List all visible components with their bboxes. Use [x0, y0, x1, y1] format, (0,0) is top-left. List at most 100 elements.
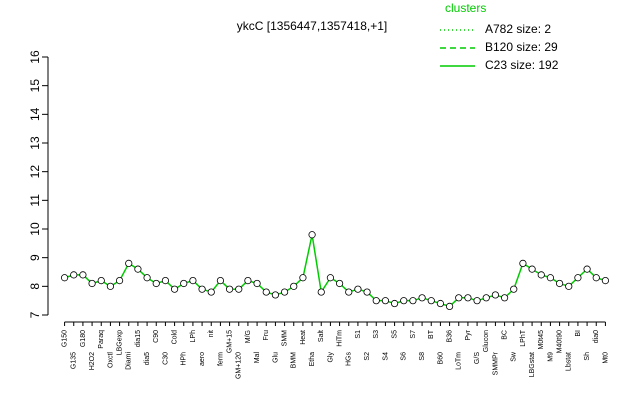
x-tick-label: Lbstat [566, 352, 573, 371]
data-point [125, 259, 133, 267]
data-point [290, 282, 298, 290]
data-point [262, 288, 270, 296]
data-point [390, 299, 399, 308]
x-tick-label: Glu [272, 352, 279, 363]
data-point [409, 297, 417, 305]
y-tick-label: 15 [28, 79, 42, 93]
data-point [143, 274, 151, 282]
legend-title: clusters [445, 1, 486, 15]
data-point [592, 274, 600, 282]
x-tick-label: S1 [355, 330, 362, 339]
series-line [64, 234, 606, 308]
x-tick-label: LoTm [456, 352, 463, 370]
x-tick-label: LBGstat [529, 352, 536, 377]
x-tick-label: S5 [391, 330, 398, 339]
x-tick-label: Paraq [98, 330, 105, 349]
data-point [299, 274, 307, 282]
x-tick-label: G150 [61, 330, 68, 347]
data-point [189, 276, 197, 285]
y-tick-label: 13 [28, 136, 42, 150]
x-tick-label: Diami [126, 352, 133, 370]
data-point [427, 297, 435, 305]
data-point [225, 285, 234, 293]
x-tick-label: M/G [245, 330, 252, 343]
data-point [354, 285, 362, 293]
data-point [115, 276, 124, 285]
x-tick-label: HGs [346, 352, 353, 367]
data-point [345, 288, 353, 296]
x-tick-label: G180 [80, 330, 87, 347]
x-tick-label: C90 [153, 330, 160, 343]
x-tick-label: BC [501, 330, 508, 340]
x-tick-label: LPh [190, 330, 197, 343]
x-tick-label: Gly [327, 352, 334, 363]
x-tick-label: Glucon [483, 330, 490, 352]
x-tick-label: GM+15 [226, 330, 233, 353]
x-tick-label: Cold [171, 330, 178, 345]
x-tick-label: Pyr [465, 329, 472, 340]
x-tick-label: S3 [373, 330, 380, 339]
data-point [280, 288, 289, 296]
y-tick-label: 10 [28, 222, 42, 236]
data-point [134, 265, 142, 273]
x-tick-label: Mal [254, 352, 261, 364]
x-tick-label: Heat [300, 330, 307, 345]
x-tick-label: Mt0 [602, 352, 609, 364]
x-tick-label: dia15 [135, 330, 142, 347]
data-point [271, 291, 280, 299]
data-point [510, 285, 518, 293]
x-tick-label: M0t45 [538, 330, 545, 350]
data-point [97, 276, 105, 285]
data-point [180, 279, 188, 288]
data-point [418, 294, 426, 302]
data-point [601, 276, 610, 285]
x-tick-label: LBGexp [116, 330, 123, 355]
x-tick-label: S6 [401, 352, 408, 361]
x-tick-label: HiTm [336, 330, 343, 347]
x-tick-label: dia5 [144, 352, 151, 365]
data-point [500, 294, 509, 302]
data-point [363, 288, 371, 296]
data-point [537, 271, 545, 279]
x-tick-label: C30 [162, 352, 169, 365]
x-tick-label: Salt [318, 330, 325, 342]
x-tick-label: BT [428, 329, 435, 339]
x-tick-label: SMM [281, 330, 288, 347]
data-point [88, 279, 96, 288]
y-tick-label: 12 [28, 165, 42, 179]
x-tick-label: S8 [419, 352, 426, 361]
data-point [308, 231, 316, 239]
x-tick-label: GM+120 [236, 352, 243, 379]
data-point [244, 276, 252, 285]
y-tick-label: 16 [28, 50, 42, 64]
x-tick-label: B60 [437, 352, 444, 365]
x-tick-label: G135 [71, 352, 78, 369]
legend-label: A782 size: 2 [485, 22, 551, 36]
y-tick-label: 8 [28, 283, 42, 290]
x-tick-label: HPh [181, 352, 188, 366]
x-tick-label: S4 [382, 352, 389, 361]
x-tick-label: B36 [446, 330, 453, 343]
data-point [482, 294, 490, 302]
data-point [473, 297, 481, 305]
y-tick-label: 9 [28, 254, 42, 261]
x-tick-label: S2 [364, 352, 371, 361]
x-tick-label: aero [199, 352, 206, 366]
x-tick-label: Etha [309, 352, 316, 367]
data-point [253, 279, 261, 288]
data-point [152, 279, 160, 288]
data-point [106, 282, 115, 290]
data-point [583, 265, 591, 273]
data-point [519, 259, 527, 267]
x-tick-label: Fru [263, 330, 270, 341]
data-point [235, 285, 243, 293]
x-tick-label: M40t90 [556, 330, 563, 353]
data-point [317, 288, 325, 296]
data-point [555, 279, 564, 288]
legend-label: C23 size: 192 [485, 58, 559, 72]
x-tick-label: ferm [217, 352, 224, 366]
chart-title: ykcC [1356447,1357418,+1] [237, 19, 387, 33]
x-tick-label: BMM [291, 352, 298, 369]
data-point [70, 271, 78, 279]
x-tick-label: nit [208, 330, 215, 337]
